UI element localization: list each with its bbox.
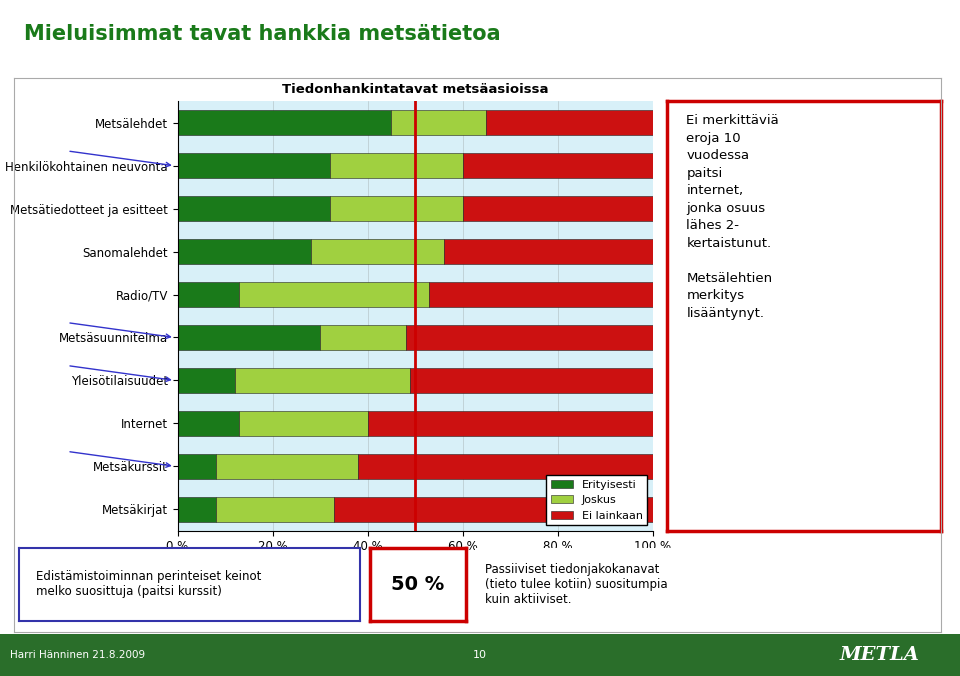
Bar [178, 239, 311, 264]
Bar [311, 239, 444, 264]
Bar [406, 325, 653, 350]
X-axis label: % omistajista: % omistajista [375, 559, 455, 572]
Text: Mieluisimmat tavat hankkia metsätietoa: Mieluisimmat tavat hankkia metsätietoa [24, 24, 500, 44]
Bar [178, 454, 216, 479]
Bar [329, 153, 463, 178]
Bar [368, 411, 653, 436]
Bar [392, 110, 487, 135]
Legend: Erityisesti, Joskus, Ei lainkaan: Erityisesti, Joskus, Ei lainkaan [546, 475, 647, 525]
Bar [178, 325, 320, 350]
Text: 50 %: 50 % [391, 575, 444, 594]
Bar [239, 282, 429, 307]
Bar [320, 325, 406, 350]
Bar [216, 454, 358, 479]
Bar [411, 368, 653, 393]
Bar [178, 110, 392, 135]
Bar [234, 368, 411, 393]
Title: Tiedonhankintatavat metsäasioissa: Tiedonhankintatavat metsäasioissa [282, 83, 548, 96]
Bar [178, 497, 216, 522]
Bar [216, 497, 334, 522]
Bar [178, 368, 234, 393]
Bar [239, 411, 368, 436]
Text: 10: 10 [473, 650, 487, 660]
Bar [334, 497, 653, 522]
Bar [178, 411, 239, 436]
Text: METLA: METLA [840, 646, 920, 664]
Bar [329, 196, 463, 221]
Bar [178, 153, 329, 178]
Bar [487, 110, 653, 135]
Text: Ei merkittäviä
eroja 10
vuodessa
paitsi
internet,
jonka osuus
lähes 2-
kertaistu: Ei merkittäviä eroja 10 vuodessa paitsi … [686, 114, 780, 320]
Text: Harri Hänninen 21.8.2009: Harri Hänninen 21.8.2009 [10, 650, 145, 660]
Bar [178, 282, 239, 307]
Bar [358, 454, 653, 479]
Bar [463, 153, 653, 178]
Text: Passiiviset tiedonjakokanavat
(tieto tulee kotiin) suositumpia
kuin aktiiviset.: Passiiviset tiedonjakokanavat (tieto tul… [485, 562, 667, 606]
Text: Edistämistoiminnan perinteiset keinot
melko suosittuja (paitsi kurssit): Edistämistoiminnan perinteiset keinot me… [36, 570, 262, 598]
Bar [178, 196, 329, 221]
Bar [463, 196, 653, 221]
Bar [444, 239, 653, 264]
Bar [429, 282, 653, 307]
